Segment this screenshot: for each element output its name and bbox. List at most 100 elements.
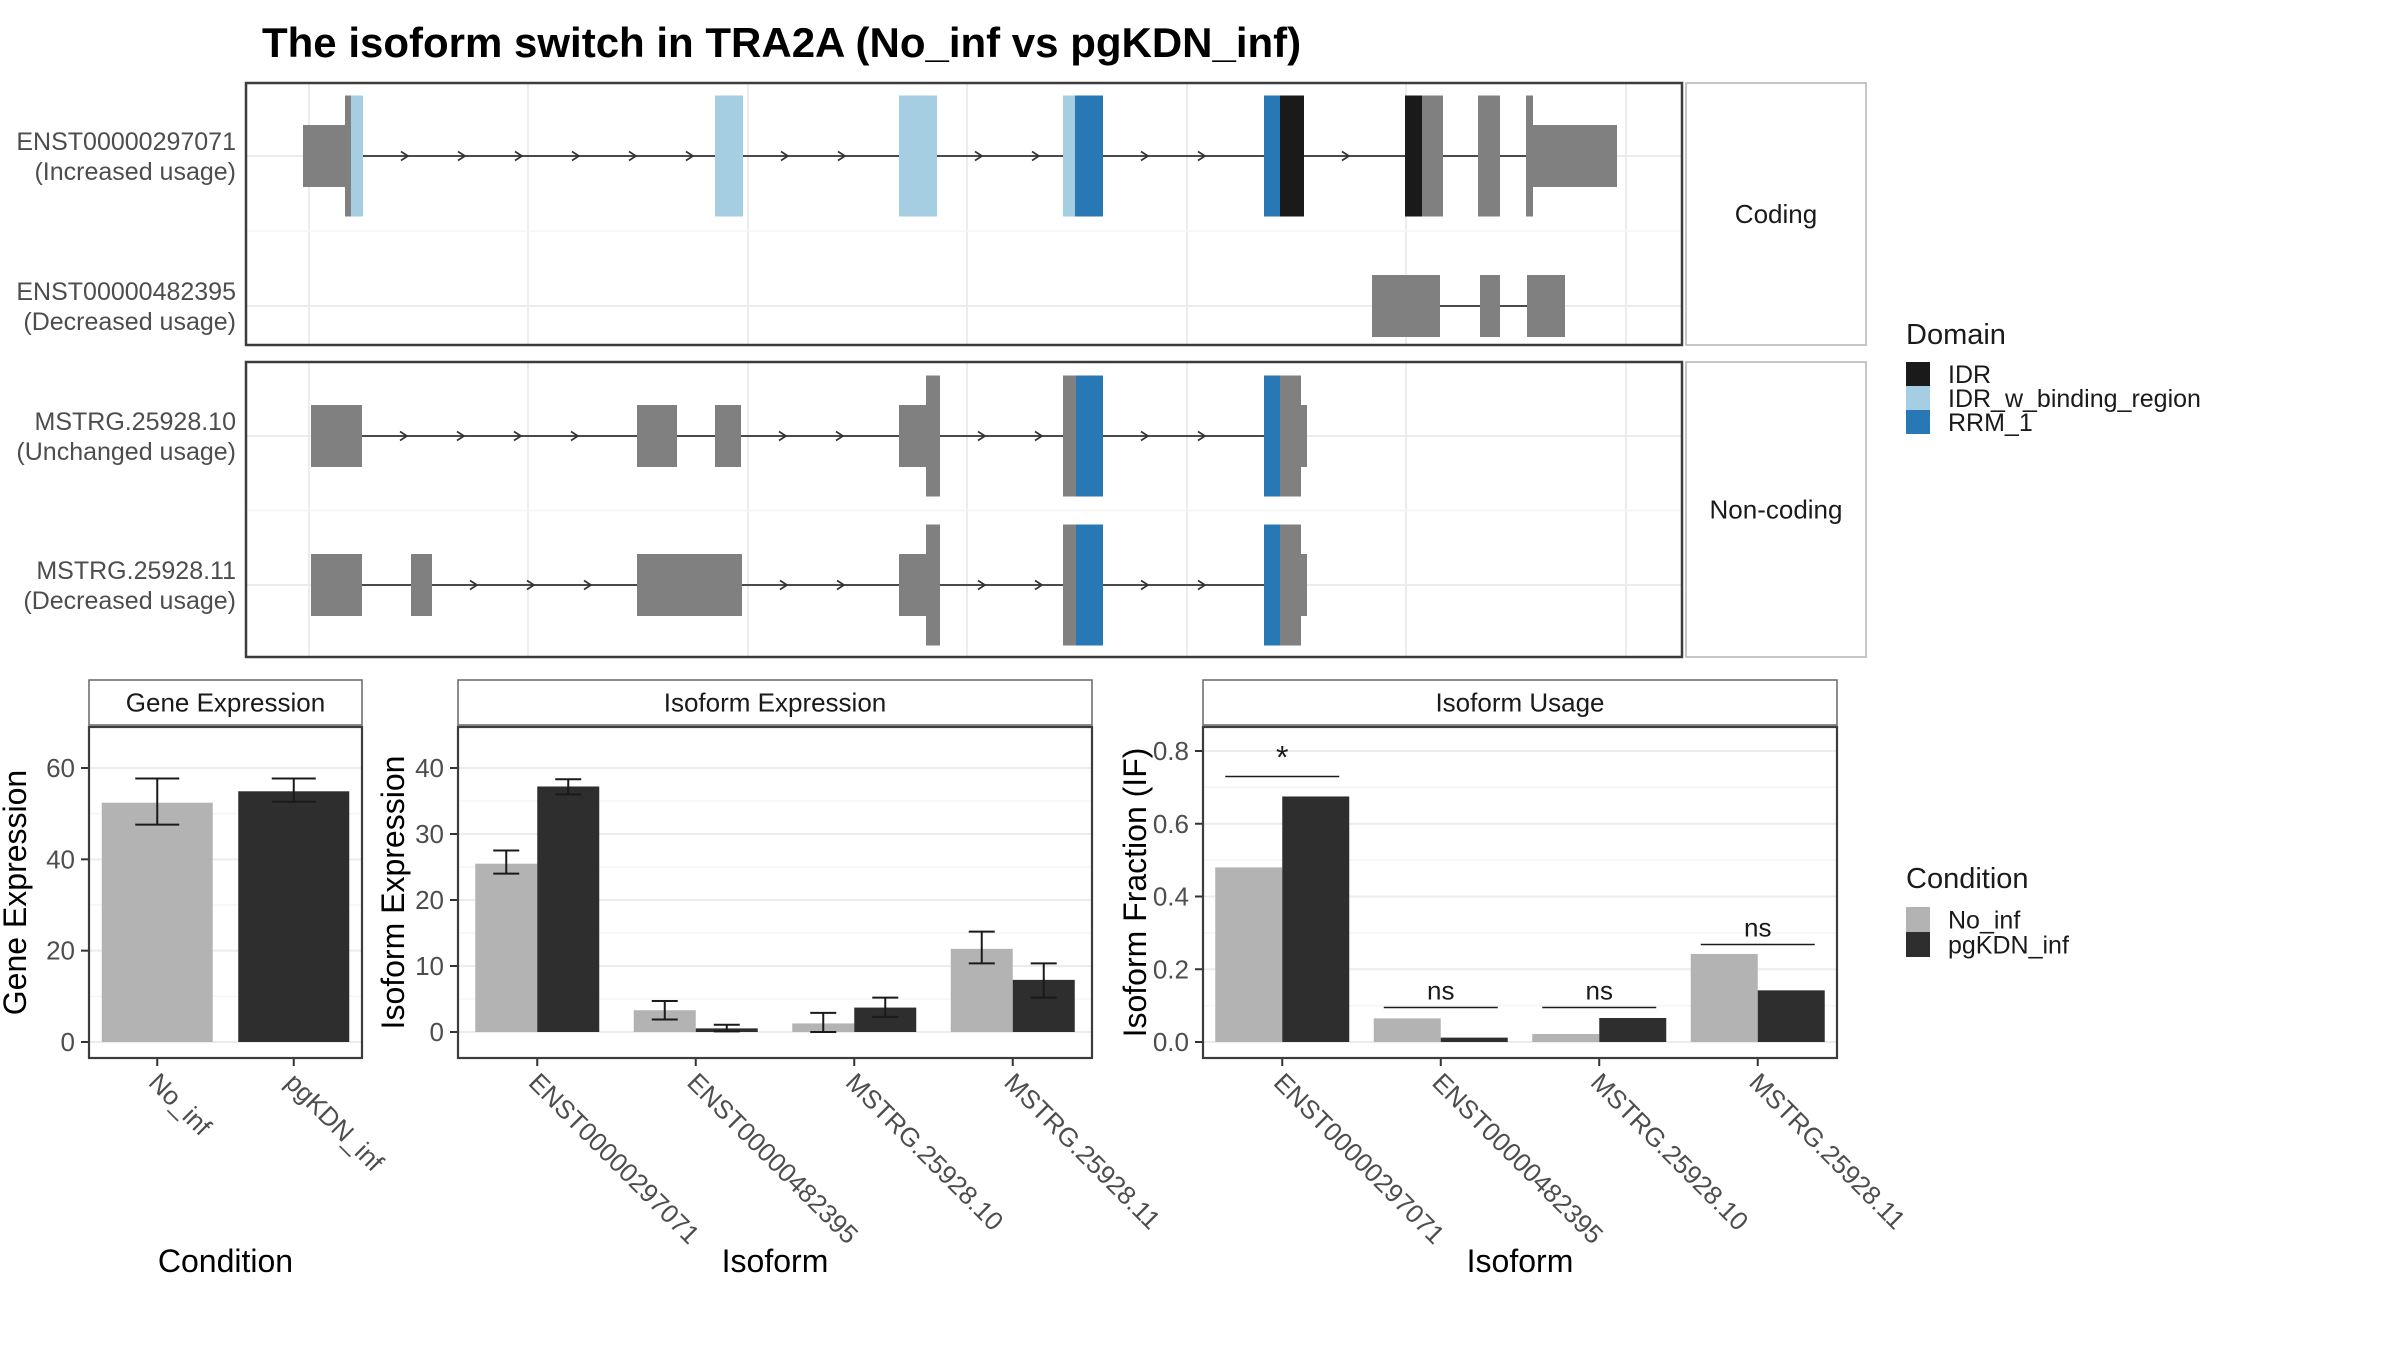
y-tick-label: 0.0 xyxy=(1153,1027,1189,1057)
facet-label-coding: Coding xyxy=(1735,199,1817,229)
exon-gray xyxy=(637,554,742,616)
exon-gray xyxy=(1301,554,1307,616)
y-axis-title: Isoform Expression xyxy=(375,756,411,1030)
domain-legend-item-label: IDR xyxy=(1948,361,1991,389)
exon-rrm1 xyxy=(1075,95,1103,217)
exon-gray xyxy=(411,554,432,616)
y-tick-label: 0.8 xyxy=(1153,736,1189,766)
x-axis-title: Condition xyxy=(158,1243,293,1279)
y-tick-label: 60 xyxy=(46,753,75,783)
chart-strip xyxy=(1202,679,1838,726)
bar-No_inf-ENST00000482395 xyxy=(1373,1018,1441,1042)
strand-arrow-icon xyxy=(1140,150,1150,162)
facet-label-non-coding: Non-coding xyxy=(1710,495,1843,525)
plot-title: The isoform switch in TRA2A (No_inf vs p… xyxy=(262,19,1301,66)
bar-No_inf-MSTRG.25928.10 xyxy=(1532,1033,1600,1042)
transcript-label-usage: (Unchanged usage) xyxy=(16,438,236,466)
y-tick-label: 0.6 xyxy=(1153,809,1189,839)
bar-No_inf xyxy=(101,802,213,1042)
exon-gray xyxy=(926,524,940,646)
panel-border xyxy=(456,725,1094,1060)
domain-legend-item-swatch-icon xyxy=(1906,362,1930,386)
exon-idr_w xyxy=(351,95,363,217)
facet-strip xyxy=(1685,361,1867,658)
y-axis-title: Isoform Fraction (IF) xyxy=(1117,748,1153,1038)
y-tick-label: 40 xyxy=(415,753,444,783)
bar-pgKDN_inf-MSTRG.25928.11 xyxy=(1757,990,1825,1042)
transcript-label-id: ENST00000297071 xyxy=(16,128,236,156)
strand-arrow-icon xyxy=(1197,579,1207,591)
y-tick-label: 40 xyxy=(46,844,75,874)
condition-legend-item-label: pgKDN_inf xyxy=(1948,932,2069,960)
exon-gray xyxy=(311,554,362,616)
chart-strip-title: Isoform Expression xyxy=(664,688,887,718)
exon-idr xyxy=(1280,95,1304,217)
strand-arrow-icon xyxy=(571,150,581,162)
exon-rrm1 xyxy=(1264,524,1280,646)
condition-legend-item-label: No_inf xyxy=(1948,907,2020,935)
condition-legend-item-swatch-icon xyxy=(1906,907,1930,932)
exon-gray xyxy=(1526,95,1533,217)
transcript-label-id: MSTRG.25928.11 xyxy=(36,557,236,585)
strand-arrow-icon xyxy=(685,150,695,162)
strand-arrow-icon xyxy=(1197,150,1207,162)
strand-arrow-icon xyxy=(1341,150,1351,162)
exon-rrm1 xyxy=(1264,375,1280,497)
transcript-label-usage: (Decreased usage) xyxy=(23,587,236,615)
transcript-MSTRG.25928.11: MSTRG.25928.11(Decreased usage) xyxy=(23,524,1307,646)
condition-legend-title: Condition xyxy=(1906,863,2029,895)
panel-background xyxy=(246,362,1682,657)
chart-strip-title: Gene Expression xyxy=(126,688,325,718)
strand-arrow-icon xyxy=(1140,430,1150,442)
panel-border xyxy=(1201,725,1839,1060)
exon-idr_w xyxy=(1063,95,1075,217)
bar-No_inf-ENST00000297071 xyxy=(1215,867,1283,1042)
strand-arrow-icon xyxy=(778,430,788,442)
domain-legend-item-label: IDR_w_binding_region xyxy=(1948,385,2201,413)
strand-arrow-icon xyxy=(583,579,593,591)
bar-pgKDN_inf-ENST00000482395 xyxy=(1440,1037,1508,1042)
transcript-label-usage: (Decreased usage) xyxy=(23,308,236,336)
exon-rrm1 xyxy=(1264,95,1280,217)
transcript-ENST00000297071: ENST00000297071(Increased usage) xyxy=(16,95,1617,217)
strand-arrow-icon xyxy=(1031,150,1041,162)
x-axis-title: Isoform xyxy=(1467,1243,1574,1279)
strand-arrow-icon xyxy=(977,430,987,442)
strand-arrow-icon xyxy=(837,150,847,162)
exon-idr xyxy=(1405,95,1422,217)
exon-gray xyxy=(1478,95,1500,217)
transcript-label-id: MSTRG.25928.10 xyxy=(35,408,237,436)
bar-No_inf-ENST00000297071 xyxy=(475,863,538,1032)
transcript-ENST00000482395: ENST00000482395(Decreased usage) xyxy=(16,275,1565,337)
strand-arrow-icon xyxy=(836,579,846,591)
exon-rrm1 xyxy=(1076,375,1103,497)
bar-No_inf-MSTRG.25928.11 xyxy=(1690,953,1758,1042)
domain-legend-item-label: RRM_1 xyxy=(1948,409,2033,437)
strand-arrow-icon xyxy=(456,430,466,442)
exon-gray xyxy=(1280,524,1301,646)
strand-arrow-icon xyxy=(779,579,789,591)
strand-arrow-icon xyxy=(514,150,524,162)
domain-legend-item-swatch-icon xyxy=(1906,386,1930,410)
chart-strip xyxy=(88,679,363,726)
strand-arrow-icon xyxy=(628,150,638,162)
y-tick-label: 10 xyxy=(415,951,444,981)
y-tick-label: 0 xyxy=(61,1027,75,1057)
exon-gray xyxy=(926,375,940,497)
strand-arrow-icon xyxy=(1197,430,1207,442)
exon-gray xyxy=(1527,275,1565,337)
exon-idr_w xyxy=(899,95,937,217)
exon-gray xyxy=(899,554,926,616)
exon-gray xyxy=(1422,95,1443,217)
y-tick-label: 0.4 xyxy=(1153,882,1189,912)
exon-gray xyxy=(1301,405,1307,467)
facet-panel-non-coding: Non-coding xyxy=(246,361,1867,658)
strand-arrow-icon xyxy=(469,579,479,591)
exon-gray xyxy=(1372,275,1440,337)
bar-No_inf-ENST00000482395 xyxy=(633,1010,696,1032)
